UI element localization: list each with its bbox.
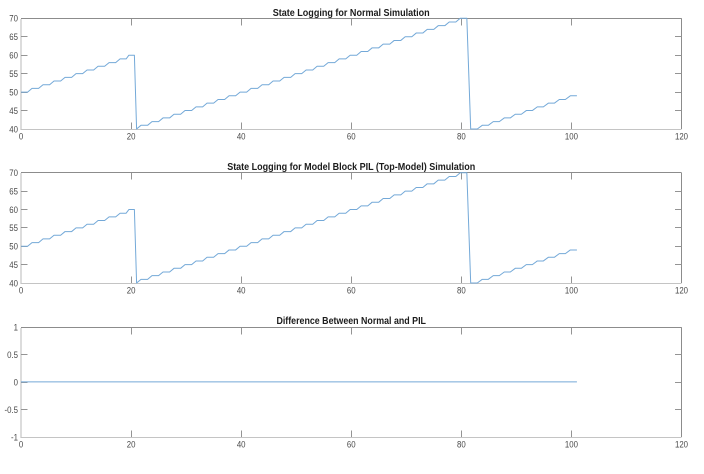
svg-text:0: 0 bbox=[14, 377, 18, 387]
svg-text:40: 40 bbox=[237, 286, 246, 296]
svg-text:45: 45 bbox=[9, 260, 18, 270]
svg-text:100: 100 bbox=[565, 286, 578, 296]
svg-text:60: 60 bbox=[347, 132, 356, 142]
svg-text:120: 120 bbox=[675, 132, 688, 142]
svg-text:40: 40 bbox=[237, 132, 246, 142]
svg-text:60: 60 bbox=[9, 51, 18, 61]
svg-text:-0.5: -0.5 bbox=[5, 405, 19, 415]
svg-text:120: 120 bbox=[675, 440, 688, 450]
svg-text:70: 70 bbox=[9, 14, 18, 24]
svg-text:100: 100 bbox=[565, 440, 578, 450]
svg-text:20: 20 bbox=[127, 132, 136, 142]
svg-text:50: 50 bbox=[9, 87, 18, 97]
svg-text:0: 0 bbox=[19, 132, 23, 142]
svg-text:65: 65 bbox=[9, 186, 18, 196]
svg-text:65: 65 bbox=[9, 32, 18, 42]
svg-text:Difference Between Normal and: Difference Between Normal and PIL bbox=[276, 316, 426, 327]
svg-text:80: 80 bbox=[457, 286, 466, 296]
svg-text:60: 60 bbox=[347, 440, 356, 450]
svg-text:40: 40 bbox=[9, 124, 18, 134]
svg-text:80: 80 bbox=[457, 440, 466, 450]
svg-text:80: 80 bbox=[457, 132, 466, 142]
svg-text:-1: -1 bbox=[11, 432, 18, 442]
svg-text:1: 1 bbox=[14, 323, 18, 333]
svg-text:50: 50 bbox=[9, 242, 18, 252]
svg-text:55: 55 bbox=[9, 69, 18, 79]
svg-text:State Logging for Normal Simul: State Logging for Normal Simulation bbox=[273, 8, 430, 19]
svg-text:100: 100 bbox=[565, 132, 578, 142]
svg-text:60: 60 bbox=[9, 205, 18, 215]
svg-text:20: 20 bbox=[127, 440, 136, 450]
svg-text:55: 55 bbox=[9, 223, 18, 233]
svg-text:70: 70 bbox=[9, 168, 18, 178]
svg-text:45: 45 bbox=[9, 106, 18, 116]
svg-text:0: 0 bbox=[19, 286, 23, 296]
svg-text:120: 120 bbox=[675, 286, 688, 296]
svg-text:State Logging for Model Block: State Logging for Model Block PIL (Top-M… bbox=[227, 162, 475, 173]
svg-text:40: 40 bbox=[9, 278, 18, 288]
svg-text:0.5: 0.5 bbox=[7, 350, 18, 360]
svg-text:0: 0 bbox=[19, 440, 23, 450]
svg-text:20: 20 bbox=[127, 286, 136, 296]
svg-text:60: 60 bbox=[347, 286, 356, 296]
svg-text:40: 40 bbox=[237, 440, 246, 450]
